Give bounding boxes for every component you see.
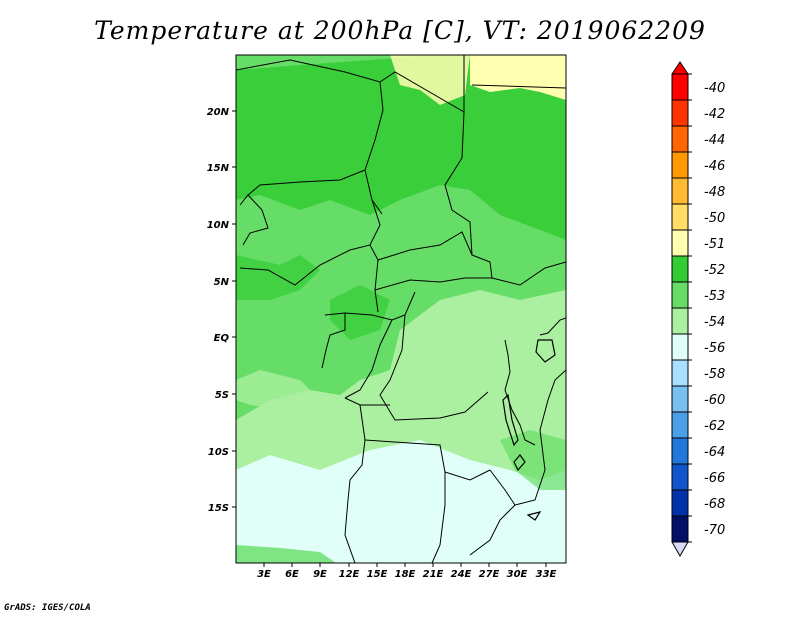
- colorbar-swatch: [672, 230, 688, 256]
- lon-label: 24E: [451, 569, 472, 580]
- colorbar-swatch: [672, 516, 688, 542]
- colorbar-label: -50: [704, 211, 725, 226]
- colorbar-min-arrow: [672, 542, 688, 556]
- colorbar-label: -60: [704, 393, 725, 408]
- lon-label: 15E: [367, 569, 388, 580]
- colorbar-swatch: [672, 360, 688, 386]
- colorbar-swatch: [672, 412, 688, 438]
- colorbar-swatch: [672, 204, 688, 230]
- lat-label: 10N: [207, 220, 230, 231]
- colorbar-swatch: [672, 178, 688, 204]
- colorbar-label: -40: [704, 81, 725, 96]
- colorbar-label: -48: [704, 185, 725, 200]
- lon-label: 21E: [423, 569, 444, 580]
- colorbar-swatch: [672, 282, 688, 308]
- colorbar-label: -51: [704, 237, 725, 252]
- lat-label: 15N: [207, 163, 230, 174]
- lon-label: 6E: [285, 569, 299, 580]
- lat-label: EQ: [214, 333, 230, 344]
- lon-label: 33E: [536, 569, 557, 580]
- colorbar-label: -68: [704, 497, 725, 512]
- colorbar-label: -46: [704, 159, 725, 174]
- colorbar-label: -56: [704, 341, 725, 356]
- colorbar-swatch: [672, 334, 688, 360]
- lon-label: 9E: [313, 569, 327, 580]
- colorbar-label: -58: [704, 367, 725, 382]
- colorbar-swatch: [672, 464, 688, 490]
- colorbar-swatch: [672, 308, 688, 334]
- colorbar-max-arrow: [672, 62, 688, 74]
- colorbar-swatch: [672, 74, 688, 100]
- map-frame: [235, 54, 567, 564]
- colorbar-label: -44: [704, 133, 725, 148]
- lat-label: 20N: [207, 107, 230, 118]
- colorbar-label: -53: [704, 289, 725, 304]
- lon-label: 12E: [339, 569, 360, 580]
- lat-label: 10S: [208, 447, 229, 458]
- map-tick-marks: [232, 110, 547, 567]
- credit-label: GrADS: IGES/COLA: [4, 603, 91, 613]
- temperature-field: [236, 55, 566, 563]
- map-title: Temperature at 200hPa [C], VT: 201906220…: [94, 16, 706, 45]
- colorbar-swatch: [672, 438, 688, 464]
- colorbar-label: -54: [704, 315, 725, 330]
- colorbar-label: -70: [704, 523, 725, 538]
- colorbar-swatch: [672, 490, 688, 516]
- lon-label: 18E: [395, 569, 416, 580]
- colorbar-swatch: [672, 256, 688, 282]
- lon-label: 3E: [257, 569, 271, 580]
- colorbar-swatch: [672, 126, 688, 152]
- colorbar-label: -42: [704, 107, 725, 122]
- colorbar-swatch: [672, 100, 688, 126]
- colorbar-swatch: [672, 152, 688, 178]
- longitude-labels: 3E 6E 9E 12E 15E 18E 21E 24E 27E 30E 33E: [257, 569, 556, 580]
- lon-label: 27E: [479, 569, 500, 580]
- latitude-labels: 20N 15N 10N 5N EQ 5S 10S 15S: [207, 107, 230, 514]
- colorbar-label: -66: [704, 471, 725, 486]
- lat-label: 5S: [215, 390, 229, 401]
- colorbar-label: -52: [704, 263, 725, 278]
- lat-label: 5N: [214, 277, 230, 288]
- lon-label: 30E: [507, 569, 528, 580]
- colorbar: -40 -42 -44 -46 -48 -50 -51 -52 -53 -54 …: [671, 61, 725, 558]
- colorbar-label: -64: [704, 445, 725, 460]
- lat-label: 15S: [208, 503, 229, 514]
- colorbar-swatch: [672, 386, 688, 412]
- colorbar-label: -62: [704, 419, 725, 434]
